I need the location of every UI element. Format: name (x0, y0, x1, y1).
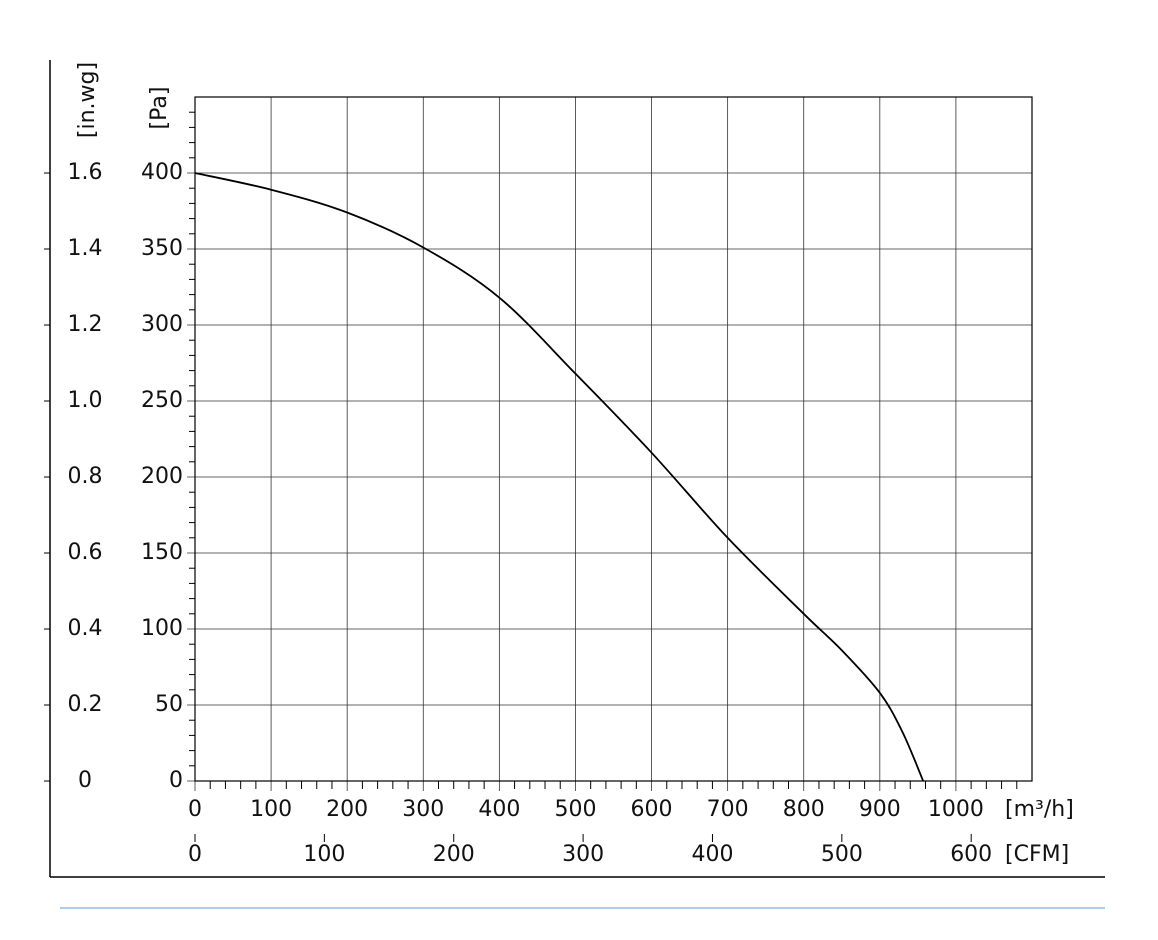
y-tick-label: 50 (155, 692, 183, 717)
y2-tick-label: 0.4 (68, 616, 103, 641)
x-tick-label: 0 (188, 797, 202, 822)
y2-tick-label: 0.2 (68, 692, 103, 717)
y2-tick-label: 1.0 (68, 388, 103, 413)
y-tick-label: 400 (141, 160, 183, 185)
x-tick-label: 400 (478, 797, 520, 822)
x-tick-label: 800 (783, 797, 825, 822)
y-tick-label: 300 (141, 312, 183, 337)
x-tick-label: 300 (402, 797, 444, 822)
y-tick-label: 200 (141, 464, 183, 489)
x-tick-label: 1000 (928, 797, 984, 822)
x-tick-label: 500 (554, 797, 596, 822)
x2-tick-label: 0 (188, 842, 202, 867)
x-tick-label: 200 (326, 797, 368, 822)
y-tick-label: 350 (141, 236, 183, 261)
y-tick-label: 100 (141, 616, 183, 641)
x-tick-label: 700 (707, 797, 749, 822)
plot-frame (194, 96, 1033, 782)
y-tick-label: 250 (141, 388, 183, 413)
x-tick-label: 100 (250, 797, 292, 822)
y2-tick-label: 0.8 (68, 464, 103, 489)
y2-axis-label: [in.wg] (75, 62, 100, 138)
y-axis-label: [Pa] (147, 87, 172, 130)
y2-tick-label: 1.4 (68, 236, 103, 261)
x2-tick-label: 500 (821, 842, 863, 867)
y-tick-label: 150 (141, 540, 183, 565)
x2-axis-label: [CFM] (1005, 842, 1069, 867)
x2-tick-label: 600 (950, 842, 992, 867)
y2-tick-label: 1.2 (68, 312, 103, 337)
x2-tick-label: 200 (433, 842, 475, 867)
y2-tick-label: 0.6 (68, 540, 103, 565)
x2-tick-label: 300 (562, 842, 604, 867)
y2-tick-label: 1.6 (68, 160, 103, 185)
x2-tick-label: 100 (303, 842, 345, 867)
x2-tick-label: 400 (691, 842, 733, 867)
x-tick-label: 600 (631, 797, 673, 822)
y-tick-label: 0 (169, 768, 183, 793)
fan-curve (194, 172, 925, 782)
x-tick-label: 900 (859, 797, 901, 822)
x-axis-label: [m³/h] (1005, 797, 1074, 822)
y2-tick-label: 0 (78, 768, 92, 793)
